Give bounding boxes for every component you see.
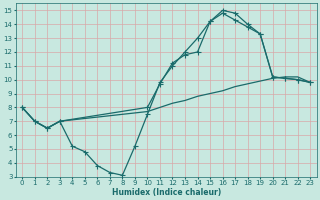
X-axis label: Humidex (Indice chaleur): Humidex (Indice chaleur) — [112, 188, 221, 197]
